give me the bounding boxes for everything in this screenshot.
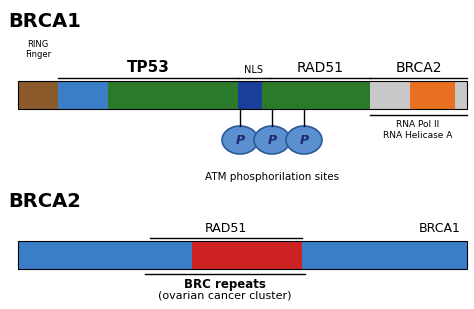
Bar bbox=[18, 241, 467, 269]
Bar bbox=[18, 81, 467, 109]
Bar bbox=[18, 241, 192, 269]
Bar bbox=[58, 81, 108, 109]
Ellipse shape bbox=[254, 126, 290, 154]
Text: NLS: NLS bbox=[245, 65, 264, 75]
Text: BRCA1: BRCA1 bbox=[419, 222, 461, 235]
Ellipse shape bbox=[286, 126, 322, 154]
Bar bbox=[18, 81, 58, 109]
Text: P: P bbox=[236, 133, 245, 146]
Text: (ovarian cancer cluster): (ovarian cancer cluster) bbox=[158, 291, 292, 301]
Bar bbox=[192, 241, 302, 269]
Bar bbox=[262, 81, 370, 109]
Text: BRCA1: BRCA1 bbox=[8, 12, 81, 31]
Text: BRC repeats: BRC repeats bbox=[184, 278, 266, 291]
Text: BRCA2: BRCA2 bbox=[8, 192, 81, 211]
Text: RNA Helicase A: RNA Helicase A bbox=[383, 131, 453, 140]
Text: TP53: TP53 bbox=[127, 60, 169, 75]
Bar bbox=[238, 81, 262, 109]
Bar bbox=[410, 81, 455, 109]
Bar bbox=[302, 241, 467, 269]
Text: RING
Finger: RING Finger bbox=[25, 40, 51, 59]
Bar bbox=[455, 81, 467, 109]
Ellipse shape bbox=[222, 126, 258, 154]
Text: BRCA2: BRCA2 bbox=[395, 61, 442, 75]
Text: P: P bbox=[300, 133, 309, 146]
Bar bbox=[108, 81, 238, 109]
Text: RAD51: RAD51 bbox=[297, 61, 344, 75]
Text: ATM phosphorilation sites: ATM phosphorilation sites bbox=[205, 172, 339, 182]
Bar bbox=[370, 81, 410, 109]
Text: RAD51: RAD51 bbox=[205, 222, 247, 235]
Text: RNA Pol II: RNA Pol II bbox=[396, 120, 439, 129]
Text: P: P bbox=[267, 133, 276, 146]
